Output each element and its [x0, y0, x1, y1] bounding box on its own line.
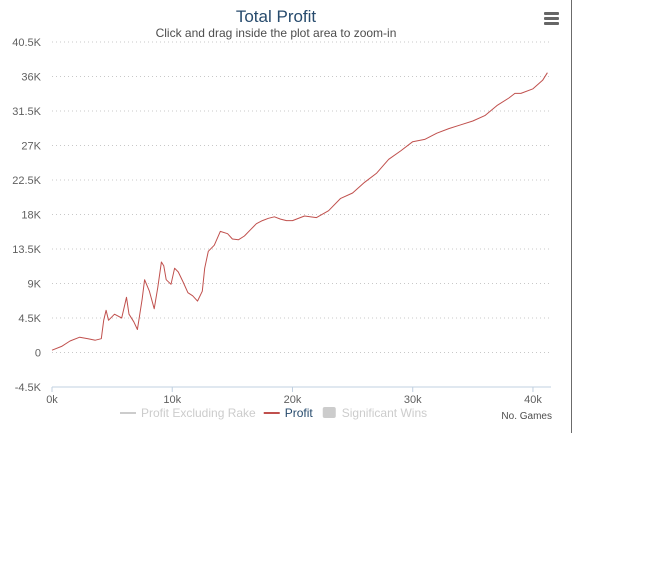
legend-label[interactable]: Profit	[285, 406, 314, 420]
grid-lines	[52, 41, 551, 353]
y-tick-label: 36K	[21, 72, 41, 84]
series-line-profit[interactable]	[51, 72, 548, 351]
y-tick-label: -4.5K	[15, 382, 42, 394]
hamburger-menu-icon[interactable]	[544, 12, 559, 25]
plot-area[interactable]	[51, 72, 548, 351]
x-tick-label: 10k	[163, 394, 181, 406]
y-axis-tick-labels: -4.5K 0 4.5K 9K 13.5K 18K 22.5K 27K 31.5K 36K 40.5…	[12, 37, 41, 394]
y-tick-label: 18K	[21, 210, 41, 222]
legend-item[interactable]: Significant Wins	[322, 406, 427, 420]
x-axis-title: No. Games	[501, 411, 552, 422]
x-tick-label: 30k	[404, 394, 422, 406]
x-tick-label: 40k	[524, 394, 542, 406]
legend-item[interactable]: Profit Excluding Rake	[120, 406, 256, 420]
legend-symbol	[322, 407, 336, 418]
legend: Profit Excluding Rake Profit Significant W…	[120, 406, 427, 420]
chart-title: Total Profit	[236, 7, 317, 26]
chart-container[interactable]: Total Profit Click and drag inside the p…	[0, 0, 572, 433]
legend-label[interactable]: Profit Excluding Rake	[141, 406, 256, 420]
y-tick-label: 22.5K	[12, 175, 41, 187]
x-tick-label: 0k	[46, 394, 58, 406]
y-tick-label: 27K	[21, 141, 41, 153]
legend-item[interactable]: Profit	[263, 406, 314, 420]
legend-label[interactable]: Significant Wins	[342, 406, 427, 420]
profit-chart[interactable]: Total Profit Click and drag inside the p…	[0, 0, 572, 433]
y-tick-label: 4.5K	[18, 313, 41, 325]
x-axis: 0k 10k 20k 30k 40k	[46, 386, 551, 406]
chart-subtitle: Click and drag inside the plot area to z…	[156, 26, 397, 40]
y-tick-label: 31.5K	[12, 106, 41, 118]
y-tick-label: 13.5K	[12, 244, 41, 256]
y-tick-label: 0	[35, 348, 41, 360]
y-tick-label: 40.5K	[12, 37, 41, 49]
x-tick-label: 20k	[284, 394, 302, 406]
y-tick-label: 9K	[28, 279, 42, 291]
chart-menu-button[interactable]	[540, 8, 564, 30]
